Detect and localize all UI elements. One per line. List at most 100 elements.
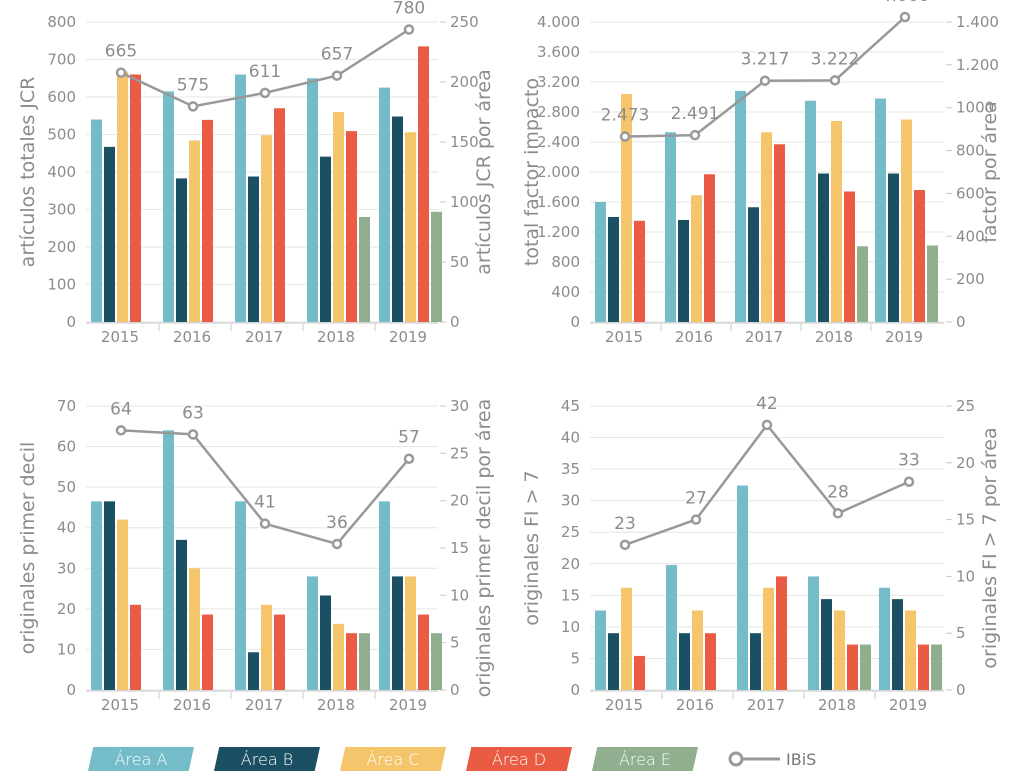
bar [392,576,403,690]
y-right-tick-label: 250 [450,13,479,31]
legend-label-ibis: IBiS [786,749,817,769]
ibis-point [690,514,702,525]
y-right-tick-label: 150 [450,133,479,151]
legend-item-ibis: IBiS [726,749,816,769]
bar [307,78,318,322]
y-axis-label: total factor impacto [521,78,543,266]
bar [834,610,845,690]
ibis-data-label: 3.222 [811,49,860,69]
x-tick-label: 2016 [675,328,713,346]
charts-canvas: 0100200300400500600700800050100150200250… [17,0,1001,714]
bar [831,121,842,322]
x-tick-label: 2015 [605,696,643,714]
bar [307,576,318,690]
y-tick-label: 60 [57,438,76,456]
ibis-data-label: 33 [898,451,920,471]
bar [320,595,331,690]
bar [359,217,370,322]
x-tick-label: 2017 [745,328,783,346]
ibis-line [624,422,910,547]
bar [346,633,357,690]
bar [202,119,213,322]
ibis-data-label: 23 [614,514,636,534]
bar [91,501,102,690]
ibis-data-label: 28 [827,482,849,502]
bar [821,599,832,690]
bar [704,174,715,322]
bar [634,655,645,690]
ibis-data-label: 575 [177,75,209,95]
y-tick-label: 1.600 [537,193,580,211]
y-right-tick-label: 25 [450,444,469,462]
legend-item-area-a: Área A [88,747,194,771]
ibis-point [115,425,127,436]
y-tick-label: 3.200 [537,73,580,91]
x-tick-label: 2015 [605,328,643,346]
x-tick-label: 2018 [815,328,853,346]
bar [176,539,187,690]
bar [666,565,677,690]
bar [261,135,272,322]
bar [901,119,912,322]
y-right-axis-label: originales primer decil por área [473,399,495,698]
legend-label-area-c: Área C [340,747,446,771]
bar [875,98,886,322]
y-tick-label: 30 [561,492,580,510]
x-tick-label: 2019 [389,696,427,714]
bar [176,178,187,322]
bar [431,633,442,690]
bar [248,176,259,322]
ibis-point [259,518,271,529]
ibis-data-label: 611 [249,62,281,82]
y-tick-label: 5 [570,649,580,667]
bar [189,140,200,322]
ibis-point [829,75,841,86]
bar [418,46,429,322]
y-right-tick-label: 10 [450,586,469,604]
x-tick-label: 2016 [676,696,714,714]
y-right-tick-label: 1000 [956,99,994,117]
bar [844,191,855,322]
y-right-tick-label: 0 [450,681,460,699]
bar [392,116,403,322]
ibis-data-label: 4.066 [881,0,930,6]
x-tick-label: 2018 [818,696,856,714]
bar [379,87,390,322]
x-tick-label: 2016 [173,328,211,346]
ibis-data-label: 665 [105,42,137,62]
y-right-tick-label: 1.400 [956,13,999,31]
ibis-data-label: 57 [398,428,420,448]
y-tick-label: 800 [47,13,76,31]
y-right-tick-label: 100 [450,193,479,211]
ibis-point [115,67,127,78]
bar [774,144,785,322]
y-right-tick-label: 800 [956,142,985,160]
y-right-tick-label: 600 [956,184,985,202]
bar [130,74,141,322]
bar [418,614,429,690]
x-tick-label: 2016 [173,696,211,714]
x-tick-label: 2017 [245,328,283,346]
y-tick-label: 0 [66,313,76,331]
bar [847,644,858,690]
ibis-point [259,87,271,99]
x-tick-label: 2015 [101,696,139,714]
y-tick-label: 20 [57,600,76,618]
bar [431,211,442,322]
ibis-point [403,24,415,35]
y-right-tick-label: 20 [956,454,975,472]
y-right-tick-label: 1.200 [956,56,999,74]
bar [737,485,748,690]
x-tick-label: 2019 [889,696,927,714]
x-tick-label: 2019 [389,328,427,346]
y-tick-label: 400 [551,283,580,301]
ibis-point [619,539,631,551]
bar [130,604,141,690]
ibis-data-label: 2.491 [671,104,720,124]
y-tick-label: 4.000 [537,13,580,31]
bar [163,430,174,690]
bar [763,587,774,690]
x-tick-label: 2019 [885,328,923,346]
y-tick-label: 2.800 [537,103,580,121]
bar [261,604,272,690]
